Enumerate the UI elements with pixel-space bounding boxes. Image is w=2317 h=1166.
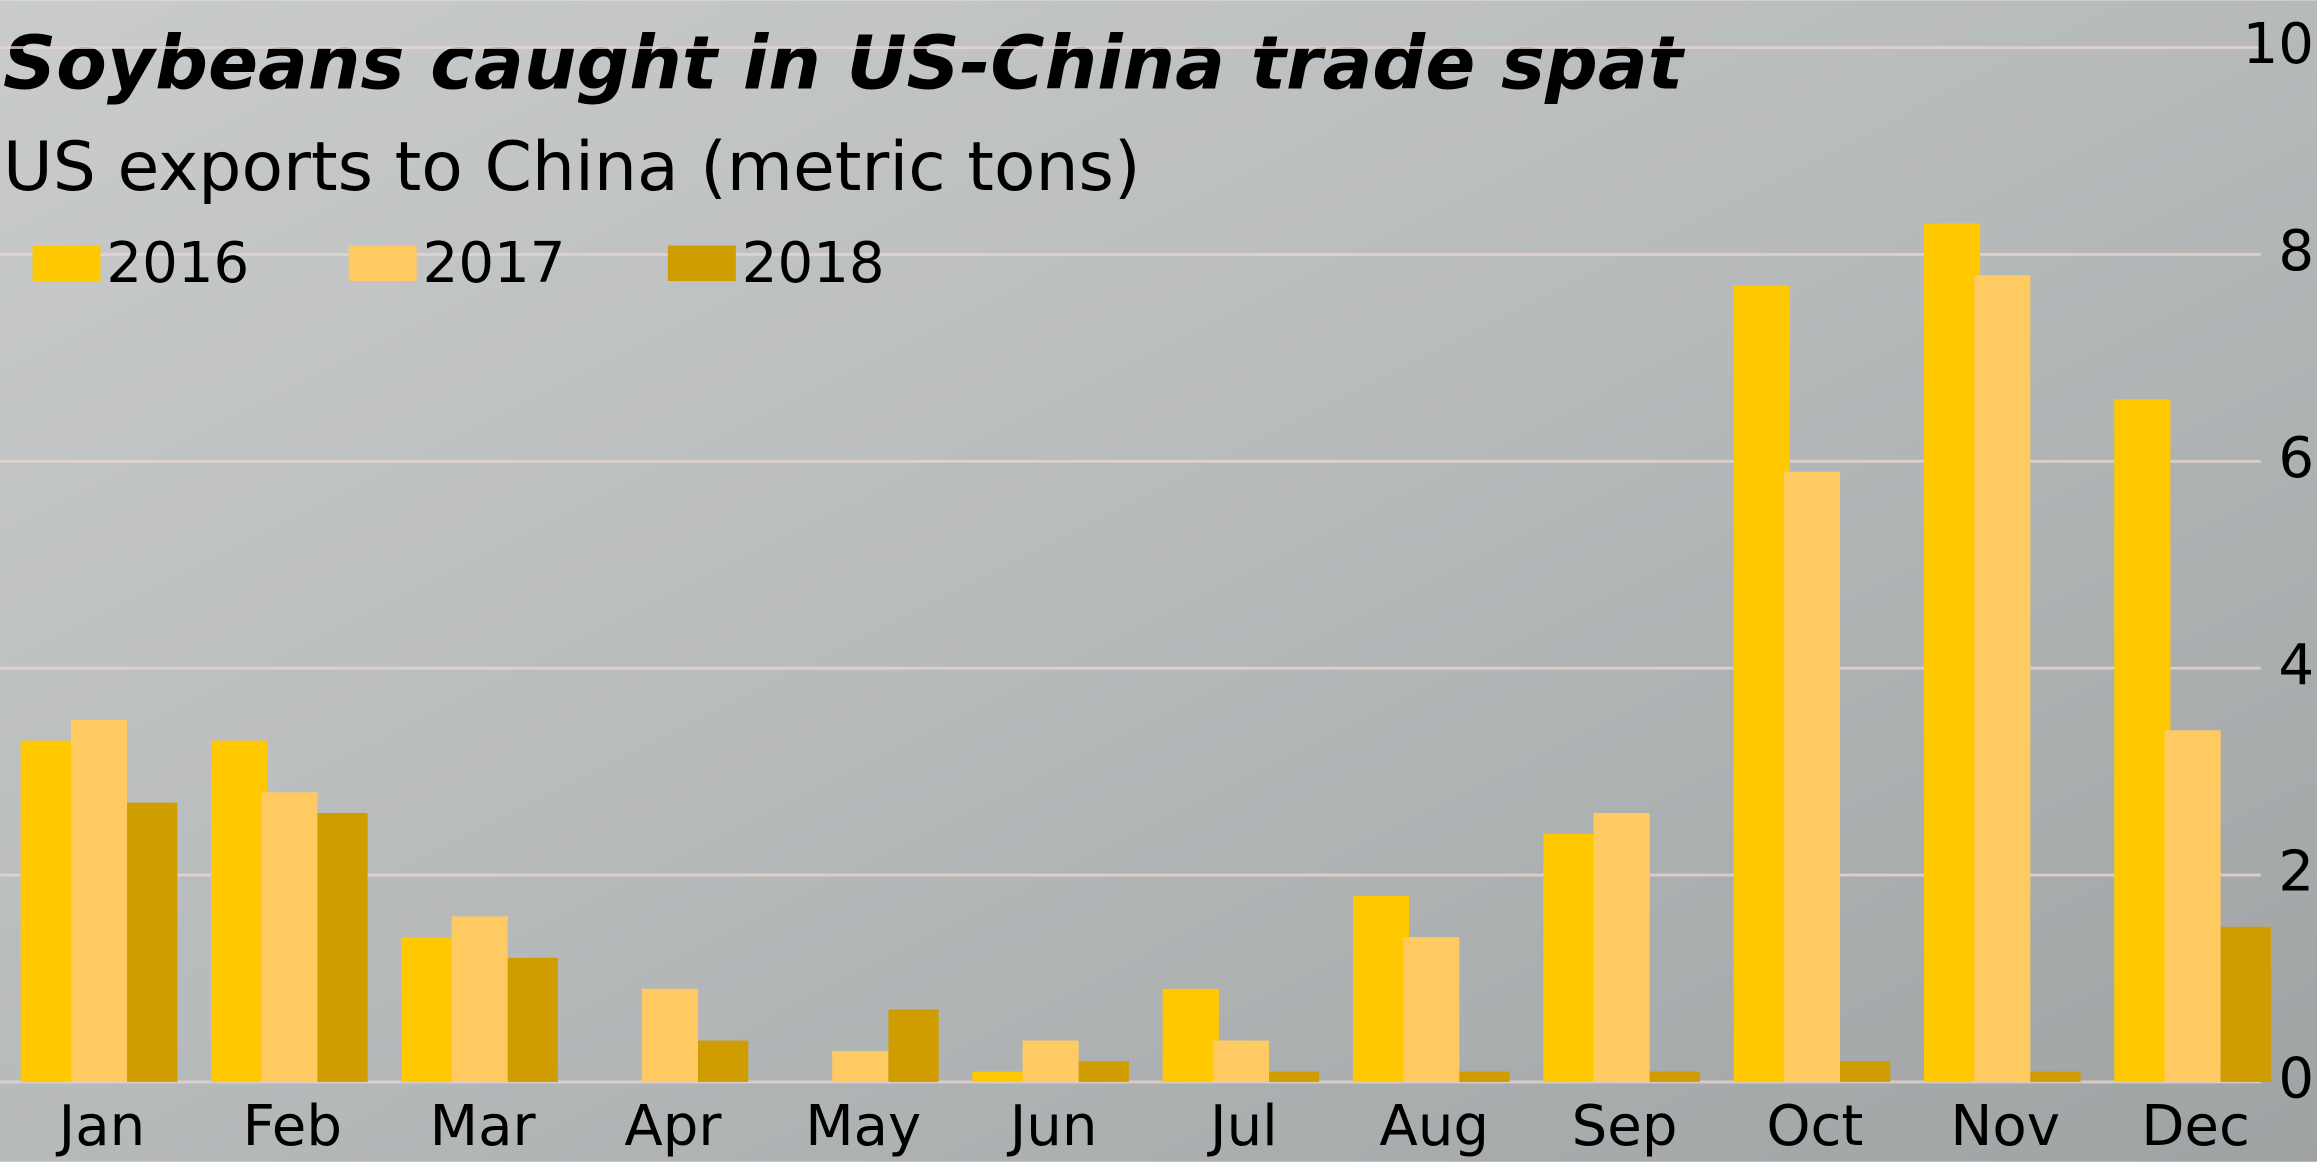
bar — [1078, 1061, 1129, 1082]
chart-title: Soybeans caught in US-China trade spat — [3, 21, 1686, 107]
y-tick-label: 0 — [2278, 1047, 2314, 1112]
bar — [1783, 471, 1841, 1082]
bar — [1352, 895, 1410, 1082]
legend-swatch — [667, 245, 736, 282]
x-tick-label: May — [805, 1094, 921, 1159]
bar — [1923, 223, 1981, 1082]
x-tick-label: Jun — [1007, 1094, 1098, 1159]
bar — [972, 1071, 1029, 1082]
bar — [1840, 1061, 1891, 1082]
chart-subtitle: US exports to China (metric tons) — [3, 128, 1141, 207]
x-tick-label: Mar — [430, 1094, 537, 1159]
bar — [1212, 1040, 1270, 1082]
bar — [832, 1050, 889, 1082]
bar — [698, 1040, 749, 1082]
bar — [261, 792, 318, 1082]
bar — [211, 740, 268, 1082]
bar — [401, 937, 458, 1082]
bar — [317, 812, 368, 1082]
legend-swatch — [348, 245, 417, 282]
bar — [1022, 1040, 1079, 1082]
bar — [1269, 1071, 1320, 1082]
x-tick-label: Feb — [243, 1094, 342, 1159]
bar — [1543, 833, 1600, 1082]
bar — [20, 740, 77, 1082]
bar — [1403, 937, 1460, 1082]
x-tick-label: Apr — [624, 1094, 722, 1159]
bar — [2164, 730, 2221, 1082]
x-tick-label: Jul — [1207, 1094, 1278, 1159]
x-tick-label: Dec — [2141, 1094, 2250, 1159]
bar — [1974, 275, 2031, 1082]
bar — [1459, 1071, 1510, 1082]
bar — [888, 1009, 939, 1082]
bar — [127, 802, 178, 1082]
legend-swatch — [32, 245, 101, 282]
y-tick-label: 6 — [2278, 426, 2314, 491]
y-tick-label: 10 — [2243, 12, 2314, 77]
bar — [2220, 926, 2271, 1082]
y-tick-label: 2 — [2278, 840, 2314, 905]
y-tick-label: 4 — [2278, 633, 2314, 698]
bar — [641, 988, 699, 1082]
x-tick-label: Oct — [1766, 1094, 1863, 1159]
legend-label: 2017 — [423, 231, 566, 296]
bar — [2030, 1071, 2081, 1082]
bar — [1162, 988, 1219, 1082]
bar — [1593, 812, 1650, 1082]
x-tick-label: Nov — [1950, 1094, 2060, 1159]
x-tick-label: Sep — [1572, 1094, 1678, 1159]
bar — [451, 916, 508, 1082]
y-tick-label: 8 — [2278, 219, 2314, 284]
bar — [507, 957, 558, 1082]
legend-label: 2018 — [742, 231, 885, 296]
legend-label: 2016 — [106, 231, 249, 296]
bar — [1649, 1071, 1700, 1082]
bar — [70, 719, 128, 1082]
x-tick-label: Aug — [1379, 1094, 1489, 1159]
x-tick-label: Jan — [56, 1094, 146, 1159]
bar — [2114, 399, 2171, 1082]
bar — [1733, 285, 1790, 1082]
